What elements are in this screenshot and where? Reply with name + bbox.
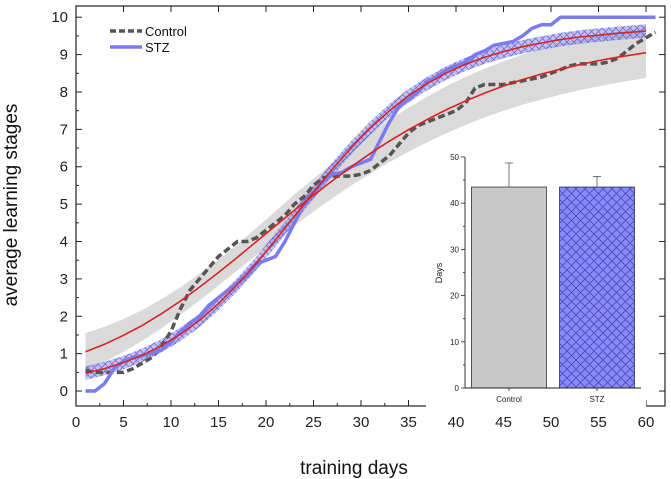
- x-tick-label: 15: [210, 414, 227, 431]
- main-axes: [75, 5, 666, 407]
- y-tick-label: 0: [60, 383, 68, 400]
- x-tick-label: 45: [495, 414, 512, 431]
- y-tick-label: 3: [60, 271, 68, 288]
- y-tick-label: 10: [51, 9, 68, 26]
- x-tick-label: 35: [400, 414, 417, 431]
- inset-bar-stz: [559, 186, 635, 389]
- x-axis-title: training days: [300, 458, 408, 479]
- inset-y-tick-label: 10: [450, 338, 459, 347]
- x-tick-label: 25: [305, 414, 322, 431]
- inset-y-tick-label: 30: [450, 245, 459, 254]
- x-tick-label: 50: [543, 414, 560, 431]
- y-tick-label: 5: [60, 196, 68, 213]
- x-tick-label: 20: [258, 414, 275, 431]
- legend-label-control: Control: [145, 24, 187, 39]
- inset-y-tick-label: 40: [450, 199, 459, 208]
- inset-x-tick-label: STZ: [589, 395, 604, 404]
- y-tick-label: 6: [60, 159, 68, 176]
- stz-fit-line: [85, 30, 647, 374]
- x-tick-label: 30: [353, 414, 370, 431]
- inset-axes: Control STZ 0 10 20 30 40 50: [450, 153, 641, 404]
- inset-y-tick-label: 20: [450, 292, 459, 301]
- x-tick-label: 5: [119, 414, 127, 431]
- y-axis-ticks: 0 1 2 3 4 5 6 7 8 9 10: [51, 9, 665, 400]
- y-axis-title: average learning stages: [1, 104, 22, 307]
- y-tick-label: 4: [60, 234, 68, 251]
- stz-series-line: [85, 15, 656, 393]
- x-tick-label: 0: [72, 414, 80, 431]
- plot-frame: [75, 5, 666, 407]
- legend: Control STZ: [110, 24, 187, 55]
- y-tick-label: 7: [60, 121, 68, 138]
- series-lines: [85, 15, 657, 393]
- x-tick-label: 60: [638, 414, 655, 431]
- x-tick-label: 40: [448, 414, 465, 431]
- legend-label-stz: STZ: [145, 40, 170, 55]
- x-tick-label: 55: [590, 414, 607, 431]
- inset-bar-control: [471, 186, 547, 389]
- inset-bars: [471, 162, 635, 389]
- y-tick-label: 2: [60, 308, 68, 325]
- inset-x-tick-label: Control: [496, 395, 522, 404]
- inset-y-tick-label: 0: [455, 384, 460, 393]
- inset-y-tick-label: 50: [450, 153, 459, 162]
- control-fit-confidence-band: [85, 27, 646, 371]
- x-axis-ticks: 0 5 10 15 20 25 30 35 40 45 50 55 60: [72, 6, 655, 431]
- y-tick-label: 1: [60, 346, 68, 363]
- x-tick-label: 10: [163, 414, 180, 431]
- y-tick-label: 9: [60, 47, 68, 64]
- inset-y-axis-title: Days: [434, 262, 444, 283]
- y-tick-label: 8: [60, 84, 68, 101]
- inset-bar-chart: Control STZ 0 10 20 30 40 50 Days: [426, 148, 646, 410]
- control-fit-line: [85, 51, 647, 353]
